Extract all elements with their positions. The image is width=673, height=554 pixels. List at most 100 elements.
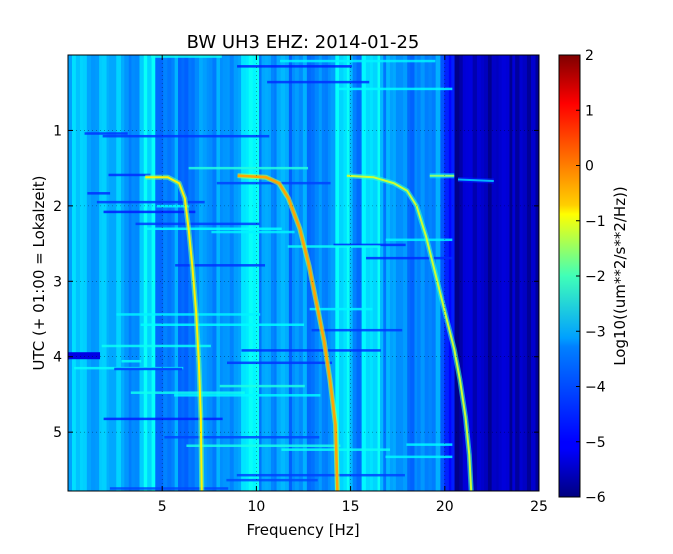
spectrogram-row-streak <box>338 87 453 91</box>
spectrogram-column <box>245 55 250 491</box>
spectrogram-column <box>268 55 272 491</box>
spectrogram-column <box>395 55 400 491</box>
spectrogram-row-streak <box>103 210 196 214</box>
spectrogram-row-streak <box>219 384 305 388</box>
colorbar-tick-label: −1 <box>585 214 606 230</box>
spectrogram-row-streak <box>87 192 111 195</box>
spectrogram-column <box>184 55 189 491</box>
spectral-trace-3 <box>346 174 473 491</box>
spectrogram-row-streak <box>227 361 333 365</box>
spectrogram-column <box>194 55 200 491</box>
spectrogram-column <box>294 55 300 491</box>
spectrogram-column <box>519 55 524 491</box>
spectrogram-column <box>91 55 96 491</box>
spectrogram-column <box>414 55 418 491</box>
spectrogram-column <box>361 55 367 491</box>
spectrogram-column <box>451 55 456 491</box>
spectrogram-column <box>99 55 103 491</box>
spectrogram-column <box>171 55 176 491</box>
spectrogram-column <box>424 55 430 491</box>
spectrogram-column <box>174 55 179 491</box>
x-tick-label: 10 <box>247 499 265 515</box>
chart-title: BW UH3 EHZ: 2014-01-25 <box>187 32 420 53</box>
colorbar-label: Log10((um**2/s**2/Hz)) <box>611 186 629 366</box>
spectrogram-column <box>501 55 507 491</box>
spectrogram-column <box>131 55 136 491</box>
spectrogram-column <box>491 55 497 491</box>
spectrogram-column <box>113 55 117 491</box>
colorbar-tick-label: 0 <box>585 159 594 175</box>
spectrogram-column <box>459 55 464 491</box>
spectrogram-column <box>143 55 148 491</box>
spectrogram-column <box>82 55 88 491</box>
spectrogram-column <box>276 55 282 491</box>
y-tick-label: 3 <box>53 274 62 290</box>
spectrogram-column <box>151 55 156 491</box>
spectrogram-column <box>256 55 260 491</box>
spectrogram-column <box>229 55 235 491</box>
x-axis: 5 10 15 20 25 <box>158 55 548 515</box>
spectrogram-column <box>291 55 296 491</box>
spectrogram-row-streak <box>175 264 266 267</box>
spectrogram-column <box>468 55 474 491</box>
spectrogram-column <box>106 55 110 491</box>
spectrogram-column <box>181 55 185 491</box>
spectrogram-column <box>241 55 247 491</box>
spectrogram-column <box>327 55 332 491</box>
spectrogram-column <box>398 55 404 491</box>
colorbar: 2 1 0 −1 −2 −3 −4 −5 −6 Log10((um**2/s**2/Hz)) <box>558 48 629 506</box>
spectrogram-column <box>101 55 108 491</box>
spectrogram-row-streak <box>156 204 190 208</box>
x-tick-label: 25 <box>530 499 548 515</box>
spectrogram-column <box>238 55 242 491</box>
colorbar-tick-label: −6 <box>585 490 606 506</box>
spectrogram-column <box>522 55 528 491</box>
colorbar-tick-label: −3 <box>585 324 606 340</box>
spectral-trace-5 <box>457 178 494 182</box>
colorbar-tick-label: −2 <box>585 269 606 285</box>
spectrogram-column <box>346 55 351 491</box>
spectrogram-column <box>330 55 336 491</box>
spectrogram-column <box>370 55 374 491</box>
spectrogram-column <box>505 55 511 491</box>
spectrogram-row-streak <box>287 245 381 248</box>
spectrogram-row-streak <box>211 230 295 234</box>
spectrogram-column <box>134 55 141 491</box>
spectrogram-column <box>274 55 278 491</box>
spectrogram-row-streak <box>164 436 320 439</box>
y-tick-label: 2 <box>53 199 62 215</box>
spectrogram-row-streak <box>108 173 151 177</box>
spectrogram-plot-area <box>67 54 540 492</box>
spectrogram-column <box>531 55 537 491</box>
spectrogram-column <box>476 55 482 491</box>
spectrogram-row-streak <box>237 65 352 68</box>
spectrogram-column <box>285 55 290 491</box>
spectrogram-column <box>338 55 344 491</box>
y-tick-label: 5 <box>53 425 62 441</box>
spectrogram-column <box>380 55 384 491</box>
spectrogram-column <box>302 55 308 491</box>
spectrogram-column <box>202 55 208 491</box>
spectrogram-column <box>444 55 450 491</box>
spectrogram-column <box>420 55 426 491</box>
colorbar-tick-label: −4 <box>585 380 606 396</box>
spectrogram-column <box>206 55 210 491</box>
spectrogram-column <box>222 55 229 491</box>
spectrogram-row-streak <box>311 328 403 332</box>
spectrogram-column <box>509 55 513 491</box>
colorbar-tick-label: −5 <box>585 435 606 451</box>
spectrogram-column <box>356 55 360 491</box>
spectrogram-row-streak <box>236 473 405 477</box>
spectrogram-column <box>377 55 381 491</box>
spectrogram-row-streak <box>280 59 436 63</box>
y-axis-label: UTC (+ 01:00 = Lokalzeit) <box>30 175 48 370</box>
spectrogram-column <box>335 55 340 491</box>
spectrogram-column <box>227 55 231 491</box>
spectrogram-row-streak <box>226 478 318 482</box>
spectrogram-column <box>95 55 100 491</box>
spectrogram-row-streak <box>101 344 211 348</box>
spectrogram-row-streak <box>406 443 453 446</box>
spectrogram-column <box>428 55 433 491</box>
spectrogram-column <box>219 55 224 491</box>
spectrogram-column <box>261 55 266 491</box>
